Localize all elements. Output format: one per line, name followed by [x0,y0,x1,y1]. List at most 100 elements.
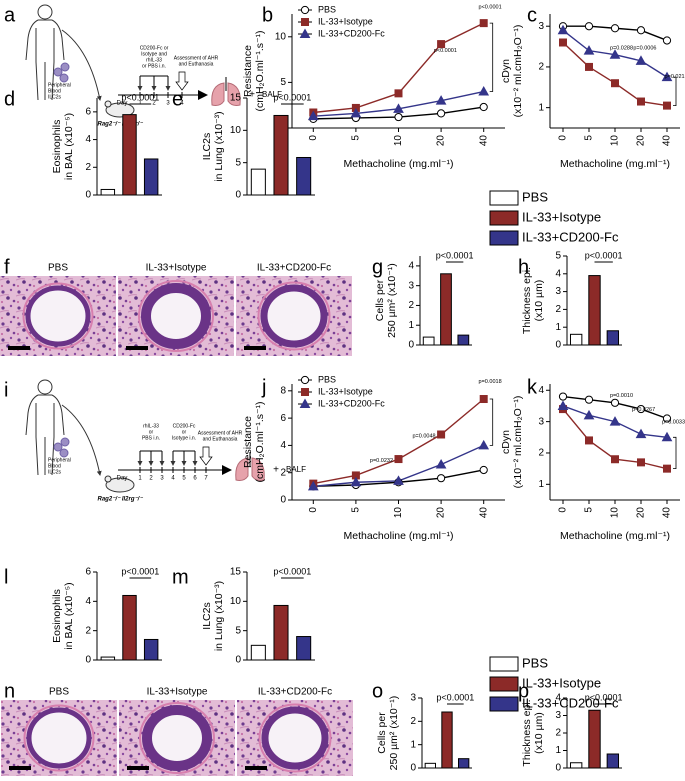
marker [479,395,488,404]
x-tick-label: 10 [393,135,404,147]
marker [585,436,593,445]
y-tick-label: 4 [85,134,91,145]
legend-marker [300,5,310,15]
legend-label: PBS [522,189,548,204]
marker [585,62,593,71]
bar [606,330,620,346]
treatment-label: or [182,429,187,435]
treatment-label: CD200-Fc or [140,45,169,51]
y-axis-label: Thickness epi. [521,267,533,334]
marker [557,24,569,35]
scale-bar [127,766,149,770]
marker [662,414,672,423]
legend-label: IL-33+Isotype [318,386,373,396]
x-tick-label: 40 [662,507,673,519]
histology-label: PBS [48,263,68,274]
y-tick-label: 5 [555,251,561,262]
annotation: p=0.0006 [633,46,656,52]
bar [143,158,159,196]
marker [636,404,646,414]
cell-icon [53,442,63,452]
marker [609,416,621,426]
airway-smooth-muscle [258,703,332,773]
histology-image [236,276,352,356]
marker [583,45,595,55]
legend-swatch [489,230,519,246]
bar [273,604,289,661]
bar [296,636,312,661]
marker [635,428,647,439]
bar [100,188,116,196]
legend-label: IL-33+Isotype [318,16,373,26]
y-axis-label: Eosinophils [51,589,63,643]
y-axis-label: 250 µm² (x10⁻¹) [386,263,398,338]
bar [122,114,137,196]
legend-label: IL-33+Isotype [522,209,601,224]
x-tick-label: 0 [308,135,319,141]
marker [637,458,645,467]
timeline-head [222,465,232,475]
panel-letter: h [518,256,529,278]
y-tick-label: 15 [230,567,242,578]
timeline-head [198,90,208,100]
assessment-label: and Euthanasia [203,436,238,442]
marker [437,430,446,439]
y-tick-label: 5 [235,157,241,168]
x-tick-label: 0 [558,135,569,141]
plus-sign: + [273,465,279,476]
balf-label: BALF [286,465,306,474]
y-tick-label: 3 [538,21,544,32]
y-axis-label: Cells per [376,712,388,754]
panel-letter: g [372,256,383,278]
x-tick-label: 20 [636,507,647,519]
bar [569,333,583,346]
y-tick-label: 0 [235,190,241,201]
legend-label: IL-33+CD200-Fc [522,229,619,244]
histology-label: IL-33+CD200-Fc [258,687,332,698]
legend-label: IL-33+CD200-Fc [318,28,385,38]
x-tick-label: 0 [558,507,569,513]
y-axis-label: ILC2s [201,133,213,160]
bar [250,168,266,196]
legend-marker [299,28,311,38]
histology-image [237,700,353,776]
mouse-ear [104,100,112,108]
x-tick-label: 5 [351,507,362,513]
assessment-label: and Euthanasia [179,61,214,67]
annotation: p<0.0001 [436,692,474,702]
airway-smooth-muscle [257,281,331,351]
annotation: p<0.0001 [434,48,457,54]
person-body [25,19,65,101]
y-tick-label: 4 [408,261,414,272]
marker [610,24,620,33]
histology-image [118,276,234,356]
y-axis-label: in BAL (x10⁻⁵) [63,113,75,180]
panel-letter: d [4,88,15,110]
y-tick-label: 3 [410,693,416,704]
y-axis-label: (x10 µm) [533,280,545,322]
marker [611,455,619,464]
day-number: 1 [138,476,142,482]
legend-swatch [489,656,519,672]
y-axis-label: (cmH₂O.ml⁻¹.s⁻¹) [254,30,266,111]
panel-letter: a [4,4,16,26]
day-number: 2 [152,101,156,107]
cell-icon [60,62,70,72]
mouse-ear [104,475,112,483]
y-axis-label: ILC2s [201,602,213,629]
airway-smooth-muscle [138,280,214,352]
y-tick-label: 3 [555,710,561,721]
x-tick-label: 5 [584,135,595,141]
legend-swatch [489,696,519,712]
y-tick-label: 1 [538,479,544,490]
y-tick-label: 8 [280,385,286,396]
series-line [313,398,485,485]
scale-bar [8,346,30,350]
y-tick-label: 10 [230,125,242,136]
annotation: p<0.0001 [436,250,474,260]
bar [588,275,601,346]
y-axis-label: Thickness epi. [521,699,533,766]
lung-left [211,82,225,106]
legend-label: IL-33+CD200-Fc [318,398,385,408]
